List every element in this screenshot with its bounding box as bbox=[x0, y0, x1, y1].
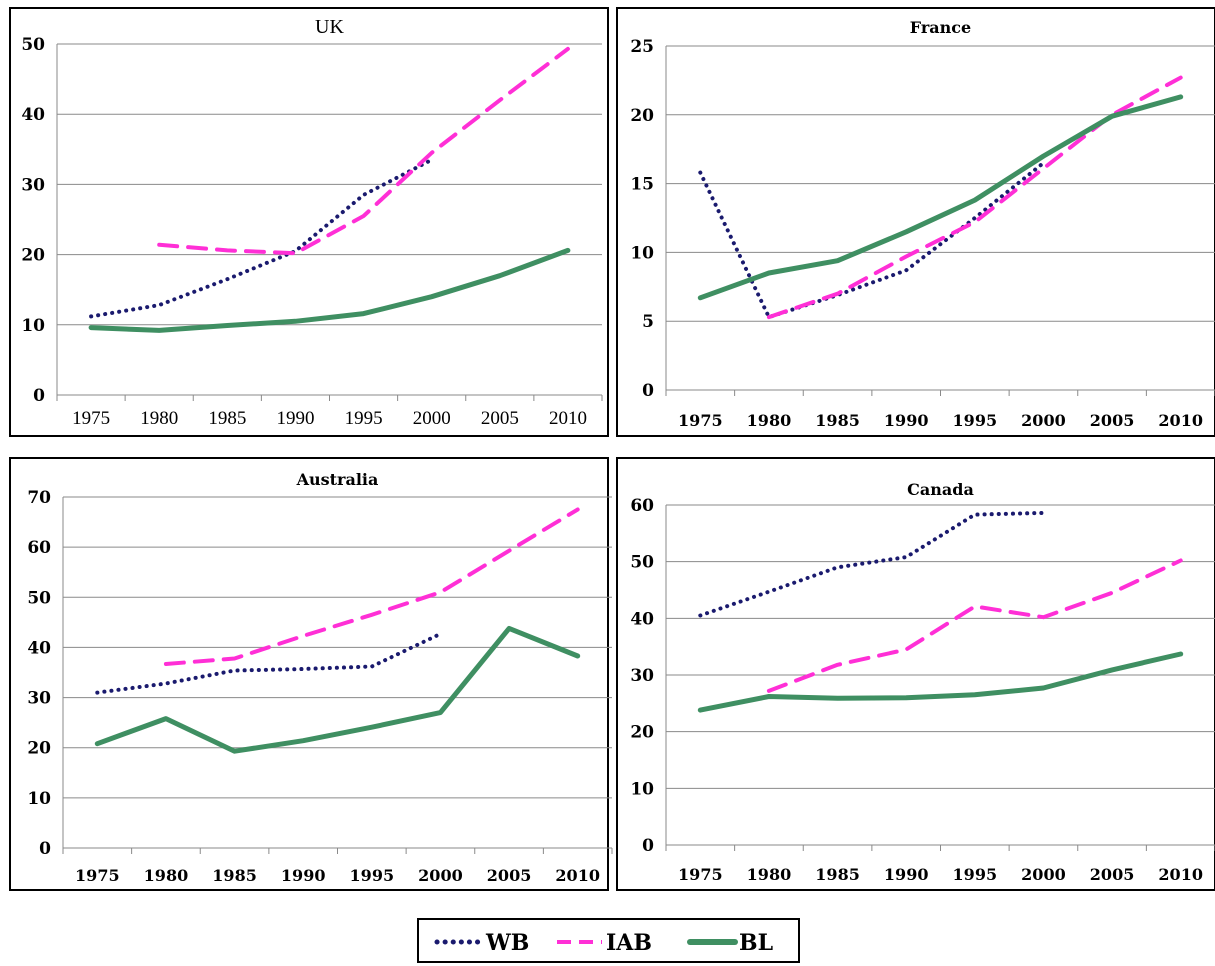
panel-title: Australia bbox=[296, 470, 379, 489]
series-line-iab bbox=[163, 507, 580, 666]
series-line-wb bbox=[95, 631, 443, 695]
y-tick-label: 10 bbox=[27, 789, 51, 809]
x-tick-label: 2010 bbox=[549, 408, 587, 429]
x-tick-label: 1995 bbox=[345, 408, 383, 429]
x-tick-label: 2005 bbox=[487, 866, 532, 885]
x-tick-label: 1975 bbox=[678, 411, 723, 430]
x-tick-label: 1995 bbox=[953, 865, 998, 884]
series-line-iab bbox=[157, 46, 570, 256]
legend: WB IAB BL bbox=[417, 918, 800, 963]
chart-panel-canada: 0 10 20 30 40 50 60 1975 1980 1985 1990 1995 2000 200… bbox=[616, 457, 1215, 891]
y-tick-label: 50 bbox=[21, 35, 45, 55]
x-tick-label: 1980 bbox=[747, 411, 792, 430]
y-tick-label: 0 bbox=[39, 839, 51, 859]
series-line-iab bbox=[766, 75, 1183, 320]
x-tick-label: 1990 bbox=[276, 408, 314, 429]
x-tick-label: 1975 bbox=[678, 865, 723, 884]
series-line-bl bbox=[88, 247, 571, 333]
x-tick-label: 1975 bbox=[75, 866, 120, 885]
series-line-wb bbox=[89, 157, 434, 319]
x-tick-label: 1990 bbox=[884, 865, 929, 884]
y-tick-label: 10 bbox=[630, 243, 654, 263]
series-line-bl bbox=[697, 94, 1184, 301]
y-tick-label: 10 bbox=[630, 779, 654, 799]
y-tick-label: 40 bbox=[630, 609, 654, 629]
panel-border bbox=[9, 7, 609, 437]
series-line-wb bbox=[698, 161, 1046, 320]
y-tick-label: 60 bbox=[630, 496, 654, 516]
chart-panel-uk: 0 10 20 30 40 50 1975 1980 1985 1990 1995 2000 2005 2… bbox=[9, 7, 609, 437]
panel-border bbox=[616, 457, 1215, 891]
y-tick-label: 30 bbox=[630, 666, 654, 686]
legend-label-iab: IAB bbox=[606, 930, 652, 956]
x-tick-label: 2010 bbox=[1158, 865, 1203, 884]
panel-title: France bbox=[910, 18, 971, 37]
x-tick-label: 1980 bbox=[144, 866, 189, 885]
y-tick-label: 10 bbox=[21, 316, 45, 336]
x-tick-label: 2010 bbox=[1158, 411, 1203, 430]
series-line-wb bbox=[698, 510, 1046, 618]
x-tick-label: 1995 bbox=[953, 411, 998, 430]
x-tick-label: 1985 bbox=[815, 411, 860, 430]
y-tick-label: 30 bbox=[27, 689, 51, 709]
x-tick-label: 2010 bbox=[555, 866, 600, 885]
y-tick-label: 0 bbox=[642, 381, 654, 401]
y-tick-label: 15 bbox=[630, 175, 654, 195]
y-tick-label: 60 bbox=[27, 538, 51, 558]
series-line-bl bbox=[697, 651, 1184, 713]
x-tick-label: 2000 bbox=[418, 866, 463, 885]
series-line-bl bbox=[94, 625, 581, 754]
y-tick-label: 40 bbox=[27, 638, 51, 658]
legend-label-bl: BL bbox=[739, 930, 773, 956]
y-tick-label: 0 bbox=[642, 836, 654, 856]
y-tick-label: 20 bbox=[630, 723, 654, 743]
y-tick-label: 5 bbox=[642, 312, 654, 332]
x-tick-label: 2005 bbox=[1090, 411, 1135, 430]
y-tick-label: 25 bbox=[630, 37, 654, 57]
panel-border bbox=[616, 7, 1215, 437]
x-tick-label: 2000 bbox=[1021, 865, 1066, 884]
y-tick-label: 20 bbox=[630, 106, 654, 126]
x-tick-label: 1990 bbox=[281, 866, 326, 885]
panel-border bbox=[9, 457, 609, 891]
y-tick-label: 30 bbox=[21, 175, 45, 195]
x-tick-label: 1985 bbox=[208, 408, 246, 429]
series-line-iab bbox=[766, 558, 1183, 693]
x-tick-label: 1985 bbox=[212, 866, 257, 885]
panel-title: UK bbox=[315, 16, 344, 38]
y-tick-label: 50 bbox=[27, 588, 51, 608]
chart-panel-australia: 0 10 20 30 40 50 60 70 1975 1980 1985 1990 1995 2000 2… bbox=[9, 457, 613, 891]
x-tick-label: 1980 bbox=[747, 865, 792, 884]
chart-panel-france: 0 5 10 15 20 25 1975 1980 1985 1990 1995 2000 2005 20… bbox=[616, 7, 1215, 437]
x-tick-label: 1990 bbox=[884, 411, 929, 430]
x-tick-label: 1985 bbox=[815, 865, 860, 884]
y-tick-label: 0 bbox=[33, 386, 45, 406]
legend-label-wb: WB bbox=[485, 930, 529, 956]
y-tick-label: 20 bbox=[21, 246, 45, 266]
x-tick-label: 2005 bbox=[481, 408, 519, 429]
x-tick-label: 1975 bbox=[72, 408, 110, 429]
x-tick-label: 2000 bbox=[1021, 411, 1066, 430]
panel-title: Canada bbox=[907, 480, 974, 499]
y-tick-label: 40 bbox=[21, 105, 45, 125]
x-tick-label: 2000 bbox=[413, 408, 451, 429]
y-tick-label: 20 bbox=[27, 739, 51, 759]
x-tick-label: 1995 bbox=[350, 866, 395, 885]
y-tick-label: 70 bbox=[27, 488, 51, 508]
y-tick-label: 50 bbox=[630, 553, 654, 573]
x-tick-label: 1980 bbox=[140, 408, 178, 429]
x-tick-label: 2005 bbox=[1090, 865, 1135, 884]
